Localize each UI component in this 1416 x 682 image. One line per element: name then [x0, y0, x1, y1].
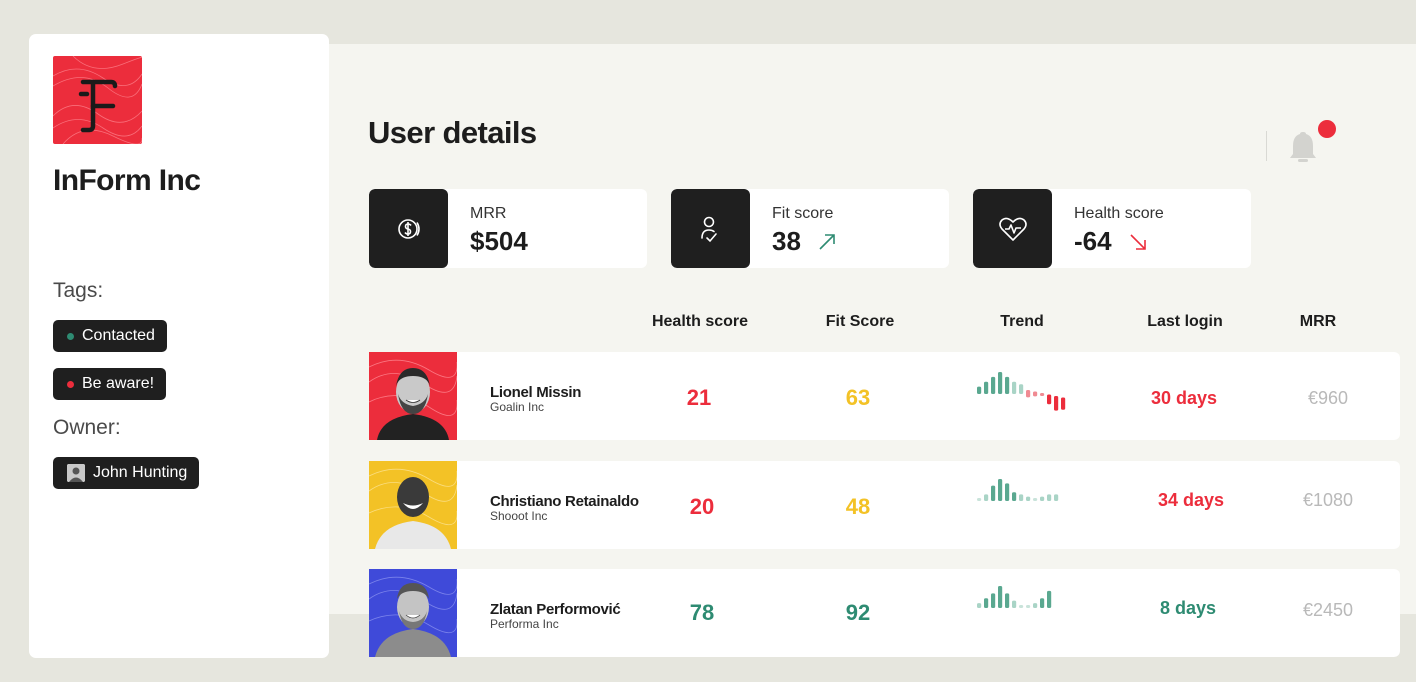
notification-bell-icon[interactable] [1283, 126, 1323, 166]
stat-label: MRR [470, 205, 507, 222]
owner-name: John Hunting [93, 464, 188, 481]
column-header-health-score[interactable]: Health score [651, 313, 749, 330]
trend-bar [1019, 494, 1024, 501]
trend-bar [998, 586, 1003, 608]
trend-down-arrow-icon [1130, 233, 1146, 250]
trend-bar [984, 381, 989, 394]
mrr-value: €2450 [1302, 600, 1354, 620]
stat-label: Fit score [772, 205, 834, 222]
trend-bar [998, 372, 1003, 394]
tag-be-aware[interactable]: Be aware! [53, 368, 167, 400]
trend-bar [1033, 603, 1038, 608]
trend-bar [998, 479, 1003, 501]
trend-bar [1012, 381, 1017, 394]
fit-score-value: 63 [845, 385, 871, 410]
user-name: Zlatan Performović [490, 601, 621, 618]
trend-bar [1040, 496, 1045, 501]
dollar-coin-icon [369, 189, 448, 268]
trend-sparkline [977, 372, 1066, 411]
user-name: Lionel Missin [490, 384, 582, 401]
page-title: User details [368, 115, 537, 150]
tag-label: Be aware! [82, 375, 155, 392]
trend-bar [991, 376, 996, 394]
owner-label: Owner: [53, 416, 121, 439]
notification-badge [1318, 120, 1336, 138]
trend-bar [1040, 393, 1045, 396]
trend-bar [984, 494, 989, 501]
stat-value: $504 [470, 226, 528, 256]
fit-score-value: 48 [845, 494, 871, 519]
column-header-last-login[interactable]: Last login [1147, 313, 1223, 330]
trend-bar [1047, 590, 1052, 608]
trend-bar [977, 498, 982, 501]
stat-value: 38 [772, 226, 837, 257]
column-header-trend[interactable]: Trend [1000, 313, 1044, 330]
tag-label: Contacted [82, 327, 155, 344]
health-score-value: 21 [686, 385, 712, 410]
company-name: InForm Inc [53, 164, 201, 197]
status-dot-icon [67, 332, 74, 340]
trend-bar [1061, 397, 1066, 410]
trend-bar [991, 485, 996, 501]
trend-bar [1040, 598, 1045, 608]
stat-card-fit-score: Fit score 38 [671, 189, 949, 268]
trend-bar [1054, 396, 1059, 411]
trend-bar [1054, 494, 1059, 501]
column-header-mrr[interactable]: MRR [1299, 313, 1337, 330]
health-score-value: 78 [689, 600, 715, 625]
stat-value: -64 [1074, 226, 1148, 257]
stat-card-health-score: Health score -64 [973, 189, 1251, 268]
trend-bar [1026, 496, 1031, 501]
heart-pulse-icon [973, 189, 1052, 268]
user-company: Goalin Inc [490, 400, 545, 414]
tag-contacted[interactable]: Contacted [53, 320, 167, 352]
health-score-value: 20 [689, 494, 715, 519]
trend-bar [1033, 498, 1038, 501]
last-login-value: 30 days [1150, 388, 1218, 408]
header-divider [1266, 131, 1267, 161]
mrr-value: €960 [1307, 388, 1349, 408]
trend-bar [1005, 593, 1010, 608]
table-row[interactable]: Zlatan Performović Performa Inc 78 92 8 … [369, 569, 1400, 657]
stat-card-mrr: MRR $504 [369, 189, 647, 268]
trend-up-arrow-icon [819, 233, 835, 250]
avatar [369, 352, 457, 440]
user-company: Performa Inc [490, 617, 559, 631]
trend-bar [977, 386, 982, 394]
trend-bar [1005, 376, 1010, 394]
table-row[interactable]: Lionel Missin Goalin Inc 21 63 30 days €… [369, 352, 1400, 440]
trend-bar [1019, 605, 1024, 608]
tags-label: Tags: [53, 279, 104, 302]
trend-bar [1005, 483, 1010, 501]
trend-bar [1026, 390, 1031, 398]
trend-bar [1033, 391, 1038, 397]
avatar [369, 569, 457, 657]
trend-bar [977, 603, 982, 608]
trend-sparkline [977, 586, 1052, 608]
user-name: Christiano Retainaldo [490, 493, 639, 510]
trend-bar [991, 593, 996, 608]
trend-bar [1047, 394, 1052, 405]
mrr-value: €1080 [1302, 490, 1354, 510]
trend-sparkline [977, 479, 1059, 501]
company-logo [53, 56, 142, 144]
avatar [369, 461, 457, 549]
trend-bar [1012, 492, 1017, 501]
stat-label: Health score [1074, 205, 1164, 222]
last-login-value: 34 days [1157, 490, 1225, 510]
owner-pill[interactable]: John Hunting [53, 457, 200, 489]
fit-score-value: 92 [845, 600, 871, 625]
table-row[interactable]: Christiano Retainaldo Shooot Inc 20 48 3… [369, 461, 1400, 549]
trend-bar [984, 598, 989, 608]
owner-avatar [67, 464, 85, 482]
status-dot-icon [67, 380, 74, 388]
trend-bar [1026, 605, 1031, 608]
user-check-icon [671, 189, 750, 268]
column-header-fit-score[interactable]: Fit Score [825, 313, 895, 330]
trend-bar [1047, 494, 1052, 501]
last-login-value: 8 days [1159, 598, 1217, 618]
user-company: Shooot Inc [490, 509, 548, 523]
trend-bar [1012, 600, 1017, 608]
trend-bar [1019, 384, 1024, 394]
